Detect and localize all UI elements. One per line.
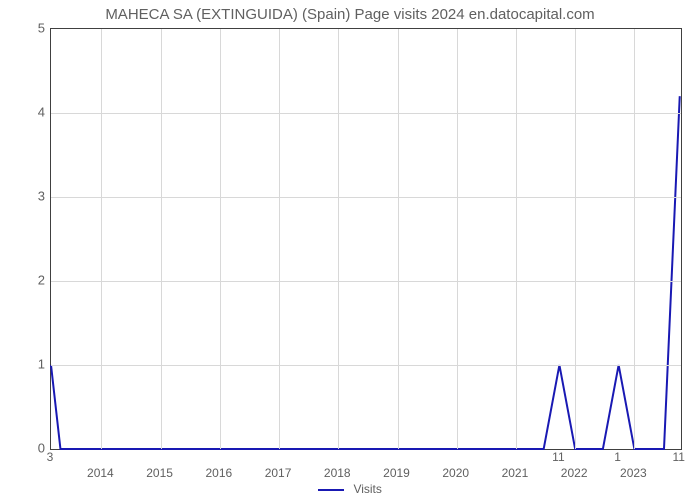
x-tick-label: 2023 bbox=[620, 466, 647, 480]
x-tick-label: 2020 bbox=[442, 466, 469, 480]
gridline-h bbox=[51, 113, 681, 114]
gridline-v bbox=[220, 29, 221, 449]
x-tick-label: 2016 bbox=[205, 466, 232, 480]
y-tick-label: 4 bbox=[15, 105, 45, 120]
gridline-v bbox=[634, 29, 635, 449]
below-axis-label: 3 bbox=[47, 450, 54, 464]
legend-label: Visits bbox=[353, 482, 381, 496]
y-tick-label: 2 bbox=[15, 273, 45, 288]
below-axis-label: 11 bbox=[673, 450, 685, 464]
y-tick-label: 5 bbox=[15, 21, 45, 36]
gridline-h bbox=[51, 365, 681, 366]
x-tick-label: 2014 bbox=[87, 466, 114, 480]
y-tick-label: 1 bbox=[15, 357, 45, 372]
y-tick-label: 3 bbox=[15, 189, 45, 204]
legend: Visits bbox=[0, 482, 700, 496]
gridline-h bbox=[51, 281, 681, 282]
gridline-v bbox=[398, 29, 399, 449]
plot-area bbox=[50, 28, 682, 450]
below-axis-label: 11 bbox=[552, 450, 564, 464]
visits-chart: MAHECA SA (EXTINGUIDA) (Spain) Page visi… bbox=[0, 0, 700, 500]
x-tick-label: 2017 bbox=[265, 466, 292, 480]
gridline-h bbox=[51, 197, 681, 198]
x-tick-label: 2021 bbox=[502, 466, 529, 480]
y-tick-label: 0 bbox=[15, 441, 45, 456]
gridline-v bbox=[161, 29, 162, 449]
below-axis-label: 1 bbox=[614, 450, 621, 464]
gridline-v bbox=[101, 29, 102, 449]
gridline-v bbox=[338, 29, 339, 449]
gridline-v bbox=[516, 29, 517, 449]
chart-title: MAHECA SA (EXTINGUIDA) (Spain) Page visi… bbox=[0, 6, 700, 23]
x-tick-label: 2015 bbox=[146, 466, 173, 480]
x-tick-label: 2019 bbox=[383, 466, 410, 480]
gridline-v bbox=[279, 29, 280, 449]
x-tick-label: 2018 bbox=[324, 466, 351, 480]
legend-swatch bbox=[318, 489, 344, 491]
x-tick-label: 2022 bbox=[561, 466, 588, 480]
gridline-v bbox=[457, 29, 458, 449]
line-series bbox=[51, 29, 681, 449]
gridline-v bbox=[575, 29, 576, 449]
